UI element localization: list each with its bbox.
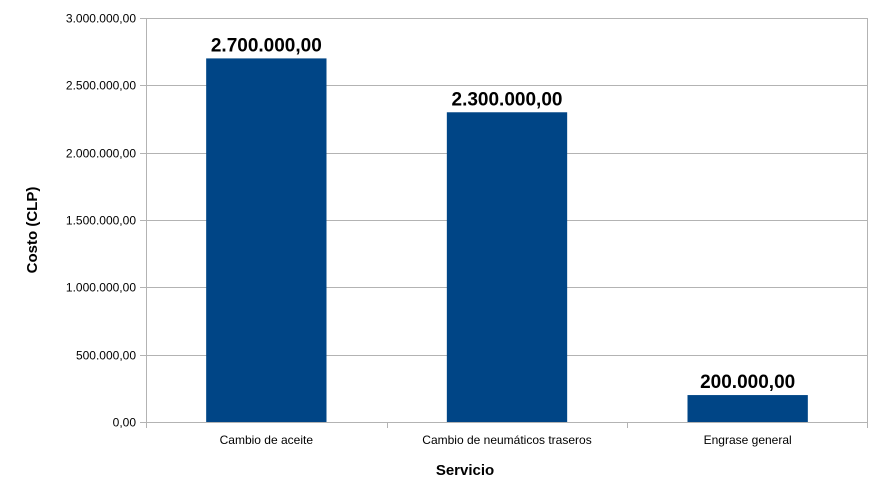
x-tick-label: Cambio de neumáticos traseros bbox=[422, 433, 591, 447]
bar bbox=[687, 395, 808, 422]
y-tick-label: 1.500.000,00 bbox=[66, 214, 136, 228]
y-tick-label: 2.000.000,00 bbox=[66, 147, 136, 161]
bar-value-label: 2.700.000,00 bbox=[211, 35, 322, 56]
y-axis-ticks: 0,00 500.000,00 1.000.000,00 1.500.000,00 2.… bbox=[66, 12, 136, 430]
x-axis-ticks: Cambio de aceite Cambio de neumáticos tra… bbox=[220, 433, 792, 447]
bar bbox=[206, 58, 327, 423]
data-labels: 2.700.000,00 2.300.000,00 200.000,00 bbox=[211, 35, 795, 393]
bar bbox=[446, 112, 568, 423]
y-tick-label: 2.500.000,00 bbox=[66, 79, 136, 93]
y-tick-label: 0,00 bbox=[113, 416, 137, 430]
bar-value-label: 200.000,00 bbox=[700, 372, 795, 393]
bar-value-label: 2.300.000,00 bbox=[452, 89, 563, 110]
x-tick-label: Engrase general bbox=[704, 433, 792, 447]
y-tick-label: 500.000,00 bbox=[76, 349, 136, 363]
x-tick-label: Cambio de aceite bbox=[220, 433, 314, 447]
bars bbox=[206, 58, 808, 423]
y-axis-title: Costo (CLP) bbox=[24, 187, 41, 274]
x-axis-title: Servicio bbox=[436, 462, 494, 479]
y-tick-label: 1.000.000,00 bbox=[66, 281, 136, 295]
y-tick-label: 3.000.000,00 bbox=[66, 12, 136, 26]
